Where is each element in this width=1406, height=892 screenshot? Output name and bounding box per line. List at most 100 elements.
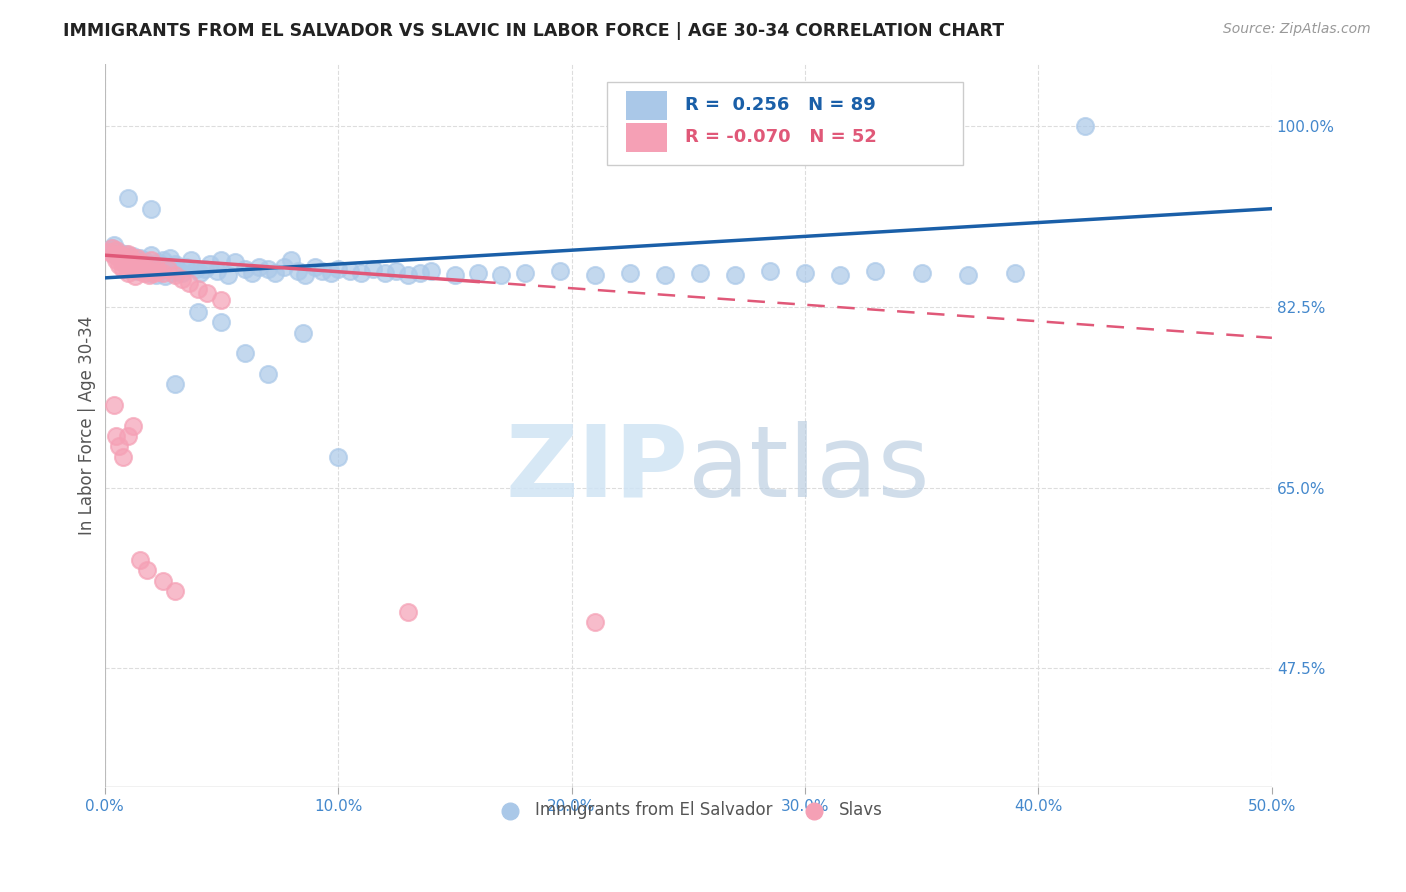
Point [619, 266, 641, 280]
Point [224, 255, 246, 269]
Point [121, 418, 143, 433]
Point [138, 266, 160, 280]
Point [148, 255, 170, 269]
Point [128, 263, 150, 277]
Point [319, 266, 342, 280]
Point [105, 243, 128, 257]
Point [1004, 266, 1026, 280]
Point [156, 260, 179, 274]
Point [350, 266, 373, 280]
Point [257, 367, 280, 381]
Point [294, 268, 316, 282]
Point [548, 263, 571, 277]
Point [105, 253, 128, 268]
Point [141, 248, 163, 262]
Y-axis label: In Labor Force | Age 30-34: In Labor Force | Age 30-34 [79, 316, 96, 535]
Point [159, 252, 181, 266]
Point [124, 257, 146, 271]
Point [145, 268, 167, 282]
Point [217, 268, 239, 282]
Point [103, 248, 125, 262]
Point [98, 243, 121, 257]
Text: ZIP: ZIP [505, 420, 689, 517]
Point [583, 268, 606, 282]
Point [110, 252, 132, 266]
Point [180, 253, 202, 268]
Point [152, 574, 174, 588]
Point [127, 263, 149, 277]
Point [100, 241, 122, 255]
Text: IMMIGRANTS FROM EL SALVADOR VS SLAVIC IN LABOR FORCE | AGE 30-34 CORRELATION CHA: IMMIGRANTS FROM EL SALVADOR VS SLAVIC IN… [63, 22, 1004, 40]
Point [326, 450, 349, 464]
Point [105, 429, 128, 443]
Point [409, 266, 432, 280]
Point [127, 252, 149, 266]
Point [107, 259, 129, 273]
Point [135, 260, 157, 274]
Point [491, 268, 513, 282]
Point [911, 266, 934, 280]
Point [121, 261, 143, 276]
Legend: Immigrants from El Salvador, Slavs: Immigrants from El Salvador, Slavs [486, 795, 890, 826]
Point [141, 253, 163, 268]
Point [654, 268, 676, 282]
Point [156, 261, 179, 276]
Point [128, 255, 150, 269]
Point [195, 286, 218, 301]
Point [339, 263, 361, 277]
Point [114, 259, 136, 273]
Point [110, 252, 132, 266]
Point [162, 266, 184, 280]
Point [114, 247, 136, 261]
Point [170, 266, 193, 280]
Point [240, 266, 263, 280]
Point [145, 260, 167, 274]
Point [112, 261, 135, 276]
FancyBboxPatch shape [606, 82, 963, 165]
Point [110, 255, 132, 269]
Point [163, 268, 186, 282]
Point [152, 266, 174, 280]
Point [117, 266, 139, 280]
Point [957, 268, 980, 282]
Point [120, 249, 142, 263]
Point [117, 247, 139, 261]
Point [287, 263, 309, 277]
Point [149, 261, 172, 276]
Point [194, 261, 217, 276]
Point [198, 257, 221, 271]
Point [120, 259, 142, 273]
Point [107, 439, 129, 453]
Point [103, 237, 125, 252]
Point [105, 248, 128, 262]
Point [112, 450, 135, 464]
Point [257, 261, 280, 276]
Text: R =  0.256   N = 89: R = 0.256 N = 89 [685, 96, 876, 114]
Point [121, 249, 143, 263]
Point [583, 615, 606, 629]
Point [120, 255, 142, 269]
Text: atlas: atlas [689, 420, 929, 517]
Point [141, 202, 163, 216]
Point [166, 263, 188, 277]
Point [794, 266, 817, 280]
Point [184, 261, 207, 276]
Point [114, 253, 136, 268]
Point [863, 263, 886, 277]
Point [187, 282, 209, 296]
Point [396, 605, 419, 619]
Point [233, 346, 256, 360]
Point [100, 241, 122, 255]
Point [1074, 119, 1097, 133]
Point [112, 255, 135, 269]
Point [177, 276, 200, 290]
Point [124, 268, 146, 283]
Point [467, 266, 489, 280]
Point [209, 315, 232, 329]
Point [187, 305, 209, 319]
Point [396, 268, 419, 282]
Point [134, 253, 156, 268]
Point [152, 253, 174, 268]
Point [280, 253, 302, 268]
Point [828, 268, 851, 282]
